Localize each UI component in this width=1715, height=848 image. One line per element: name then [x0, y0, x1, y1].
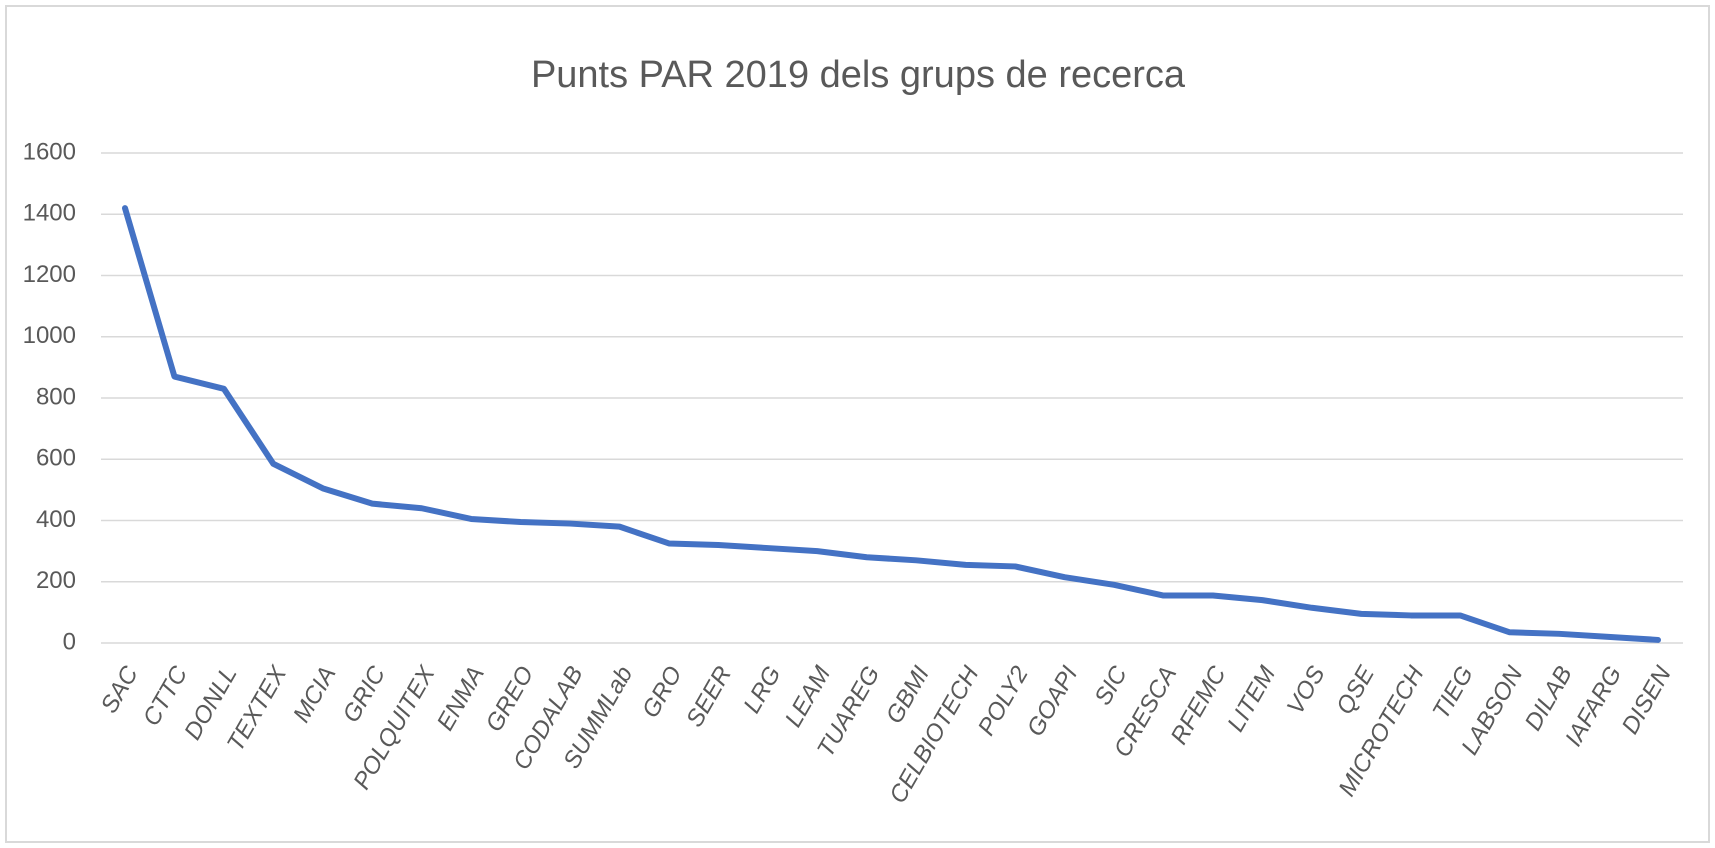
y-tick-label: 0 — [63, 628, 76, 655]
y-tick-label: 800 — [36, 383, 76, 410]
y-tick-label: 1000 — [23, 322, 76, 349]
y-tick-label: 400 — [36, 506, 76, 533]
y-tick-label: 1400 — [23, 200, 76, 227]
line-series — [122, 205, 1661, 643]
chart-frame — [5, 5, 1710, 843]
y-tick-label: 200 — [36, 567, 76, 594]
y-tick-label: 600 — [36, 445, 76, 472]
y-tick-label: 1200 — [23, 261, 76, 288]
y-tick-label: 1600 — [23, 138, 76, 165]
chart-title: Punts PAR 2019 dels grups de recerca — [531, 54, 1186, 96]
